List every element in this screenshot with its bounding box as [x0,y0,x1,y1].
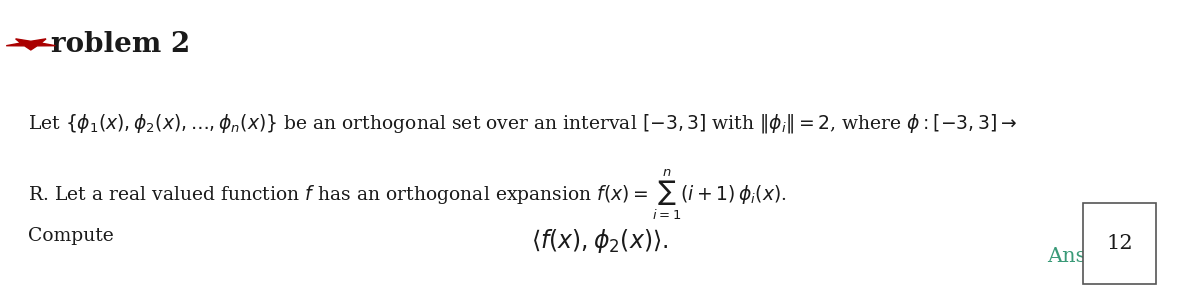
Text: Compute: Compute [29,227,114,245]
Text: Ans:: Ans: [1046,247,1093,266]
FancyBboxPatch shape [1084,203,1157,284]
Text: 12: 12 [1106,234,1133,253]
Polygon shape [6,39,55,50]
Text: roblem 2: roblem 2 [50,31,190,58]
Text: Let $\{\phi_1(x), \phi_2(x), \ldots, \phi_n(x)\}$ be an orthogonal set over an i: Let $\{\phi_1(x), \phi_2(x), \ldots, \ph… [29,112,1018,135]
Text: R. Let a real valued function $f$ has an orthogonal expansion $f(x) = \sum_{i=1}: R. Let a real valued function $f$ has an… [29,168,787,222]
Text: $\left\langle f(x), \phi_2(x) \right\rangle.$: $\left\langle f(x), \phi_2(x) \right\ran… [532,227,668,255]
